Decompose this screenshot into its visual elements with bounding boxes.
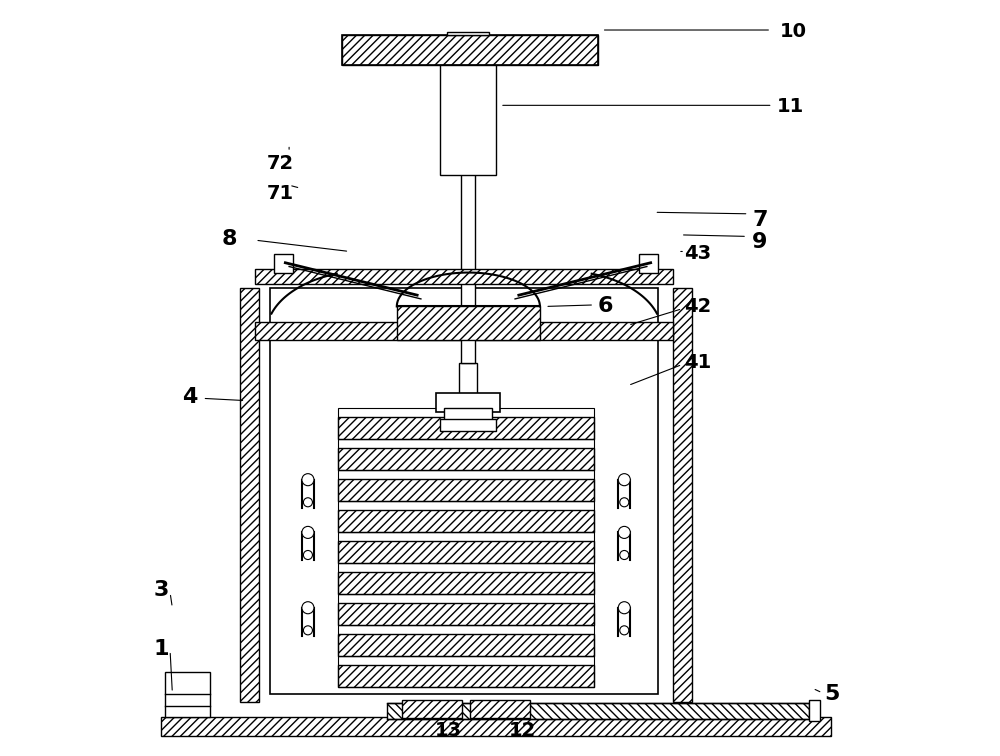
Bar (338, 665, 594, 686)
Bar (338, 510, 594, 532)
Circle shape (620, 550, 629, 559)
Text: 42: 42 (685, 297, 712, 316)
Text: 12: 12 (509, 721, 536, 740)
Text: 5: 5 (824, 684, 839, 705)
Bar (165, 672, 210, 717)
Bar (402, 699, 462, 718)
Text: 41: 41 (685, 354, 712, 373)
Bar (639, 254, 658, 273)
Bar (240, 287, 259, 702)
Text: 71: 71 (267, 184, 294, 203)
Bar (338, 470, 594, 501)
Bar (809, 699, 820, 720)
Bar (436, 393, 500, 412)
Text: 1: 1 (154, 639, 169, 659)
Circle shape (620, 497, 629, 507)
Bar (338, 439, 594, 470)
Circle shape (303, 626, 312, 635)
Bar (444, 408, 492, 423)
Text: 13: 13 (435, 721, 462, 740)
Bar (447, 32, 489, 36)
Circle shape (620, 626, 629, 635)
Bar (274, 254, 293, 273)
Circle shape (618, 474, 630, 485)
Bar (255, 269, 673, 284)
Circle shape (302, 602, 314, 614)
Text: 8: 8 (221, 228, 237, 249)
Bar (338, 634, 594, 656)
Bar (440, 66, 496, 175)
Bar (338, 625, 594, 656)
Bar (338, 563, 594, 594)
Bar (338, 656, 594, 686)
Circle shape (302, 526, 314, 538)
Bar (338, 408, 594, 439)
Bar (673, 287, 692, 702)
Text: 7: 7 (752, 210, 768, 230)
Bar (338, 594, 594, 625)
Bar (397, 306, 540, 340)
Circle shape (302, 474, 314, 485)
Bar (459, 363, 477, 408)
Bar (338, 572, 594, 594)
Bar (440, 420, 496, 431)
Circle shape (303, 550, 312, 559)
Bar (338, 541, 594, 563)
Bar (342, 36, 598, 66)
Bar (255, 321, 673, 340)
Bar (338, 448, 594, 470)
Text: 3: 3 (154, 581, 169, 600)
Bar (470, 699, 530, 718)
Text: 6: 6 (598, 296, 613, 317)
Text: 11: 11 (777, 98, 804, 116)
Text: 72: 72 (267, 153, 294, 173)
Bar (338, 417, 594, 439)
Text: 43: 43 (685, 244, 712, 263)
Circle shape (303, 497, 312, 507)
Text: 4: 4 (182, 387, 198, 407)
Bar (387, 702, 809, 719)
Bar (338, 603, 594, 625)
Bar (342, 36, 598, 66)
Bar (270, 287, 658, 694)
Circle shape (618, 602, 630, 614)
Bar (338, 532, 594, 563)
Bar (461, 152, 475, 363)
Bar (338, 501, 594, 532)
Bar (161, 717, 831, 736)
Circle shape (618, 526, 630, 538)
Bar (338, 479, 594, 501)
Text: 9: 9 (752, 232, 768, 253)
Text: 10: 10 (780, 22, 807, 41)
